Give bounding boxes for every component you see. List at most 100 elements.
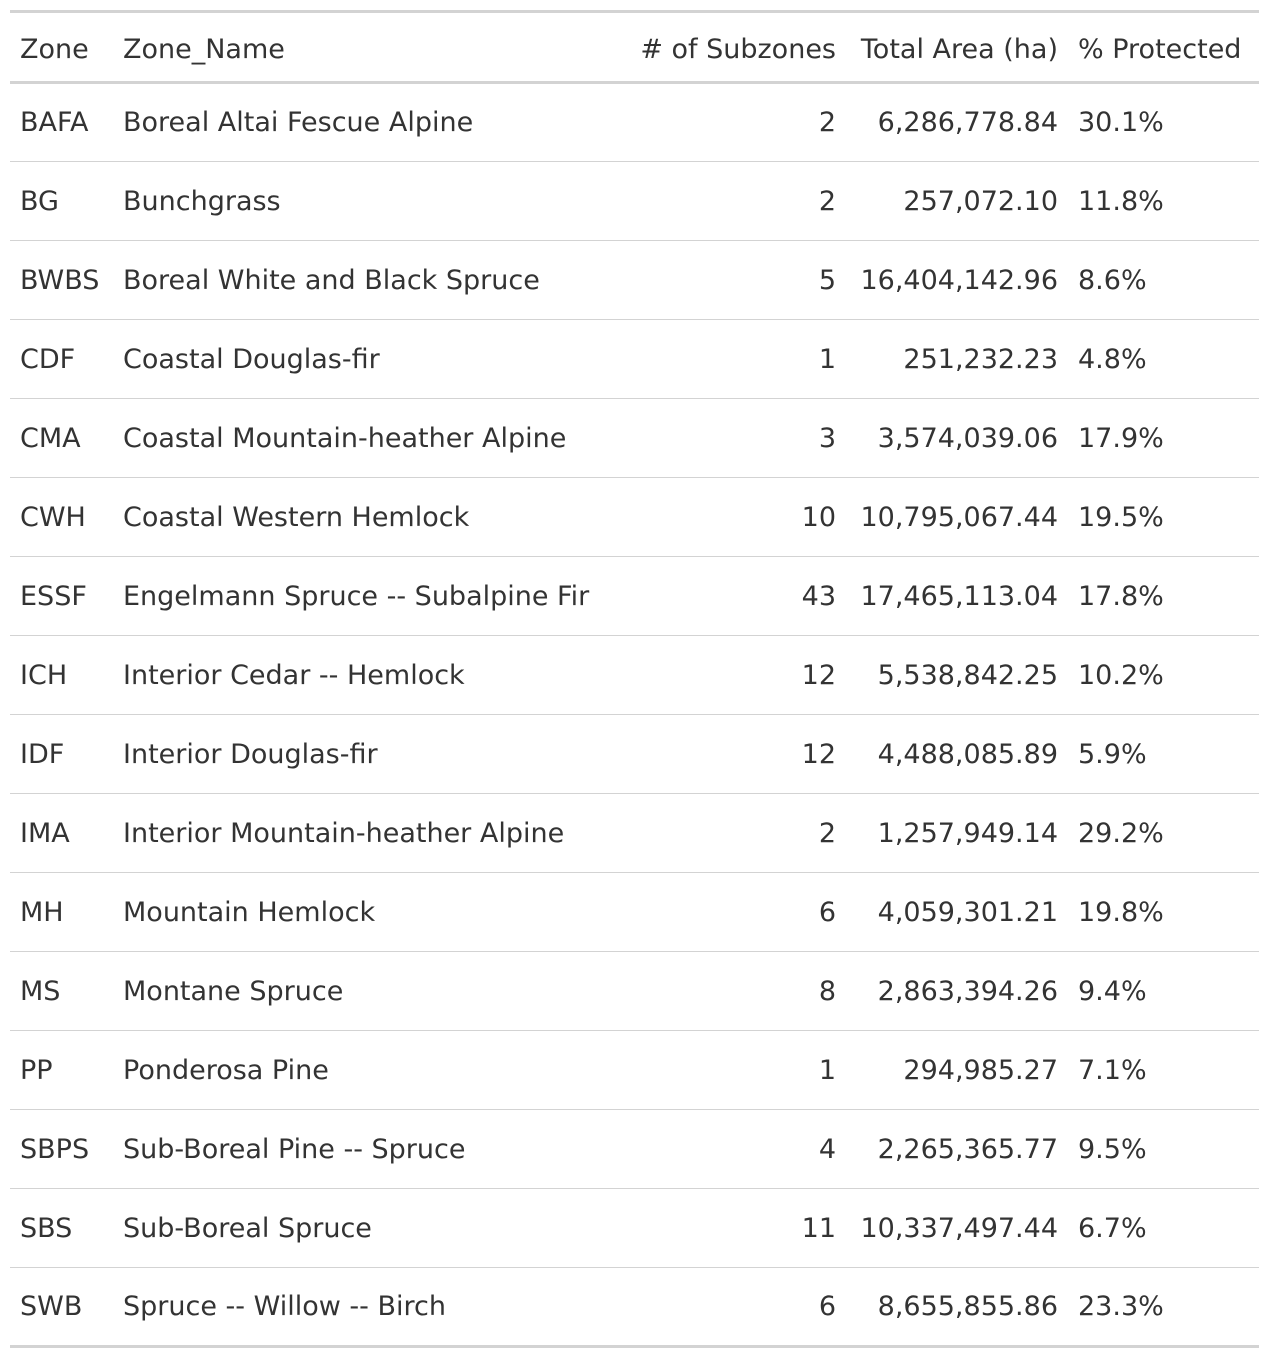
cell-total-area: 10,795,067.44: [846, 477, 1068, 557]
cell-zone-name: Mountain Hemlock: [113, 872, 623, 952]
table-row: SBPS Sub-Boreal Pine -- Spruce 4 2,265,365.…: [10, 1109, 1259, 1189]
cell-zone-name: Montane Spruce: [113, 951, 623, 1031]
cell-zone-name: Interior Cedar -- Hemlock: [113, 635, 623, 715]
cell-zone-name: Spruce -- Willow -- Birch: [123, 1291, 446, 1322]
cell-total-area: 251,232.23: [846, 319, 1068, 399]
header-subzones: # of Subzones: [623, 11, 846, 84]
cell-zone: SBPS: [10, 1109, 113, 1189]
table-row: PP Ponderosa Pine 1 294,985.27 7.1%: [10, 1030, 1259, 1110]
table-row: MH Mountain Hemlock 6 4,059,301.21 19.8%: [10, 872, 1259, 952]
cell-subzones: 4: [623, 1109, 846, 1189]
header-total-area: Total Area (ha): [846, 11, 1068, 84]
cell-protected: 19.8%: [1068, 872, 1259, 952]
cell-zone: PP: [10, 1030, 113, 1110]
cell-zone: BAFA: [10, 82, 113, 162]
cell-zone: CDF: [10, 319, 113, 399]
cell-subzones: 12: [623, 714, 846, 794]
table-row: SWB Spruce -- Willow -- Birch 6 8,655,855.8…: [10, 1268, 1259, 1347]
cell-zone-name: Interior Mountain-heather Alpine: [113, 793, 623, 873]
table-header: Zone Zone_Name # of Subzones Total Area …: [10, 11, 1259, 84]
header-zone: Zone: [10, 11, 113, 84]
table-row: IMA Interior Mountain-heather Alpine 2 1,25…: [10, 793, 1259, 873]
cell-subzones: 3: [623, 398, 846, 478]
cell-protected: 19.5%: [1068, 477, 1259, 557]
cell-zone-name: Bunchgrass: [113, 161, 623, 241]
cell-zone: MS: [10, 951, 113, 1031]
cell-protected: 17.9%: [1068, 398, 1259, 478]
table-row: IDF Interior Douglas-fir 12 4,488,085.89 5.9…: [10, 714, 1259, 794]
cell-zone-name: Coastal Western Hemlock: [113, 477, 623, 557]
cell-zone: SBS: [10, 1188, 113, 1268]
cell-zone-name: Interior Douglas-fir: [113, 714, 623, 794]
cell-subzones: 43: [623, 556, 846, 636]
cell-protected: 9.5%: [1068, 1109, 1259, 1189]
cell-subzones: 6: [818, 1291, 836, 1322]
cell-subzones: 1: [623, 319, 846, 399]
cell-zone: IMA: [10, 793, 113, 873]
cell-protected: 4.8%: [1068, 319, 1259, 399]
header-zone-name: Zone_Name: [113, 11, 623, 84]
bec-zone-table-container: Zone Zone_Name # of Subzones Total Area …: [10, 10, 1259, 1348]
cell-subzones: 8: [623, 951, 846, 1031]
cell-total-area: 2,265,365.77: [846, 1109, 1068, 1189]
cell-total-area: 4,488,085.89: [846, 714, 1068, 794]
cell-zone: ESSF: [10, 556, 113, 636]
cell-subzones: 6: [623, 872, 846, 952]
cell-subzones: 12: [623, 635, 846, 715]
cell-protected: 11.8%: [1068, 161, 1259, 241]
cell-subzones: 2: [623, 793, 846, 873]
cell-zone: SWB: [20, 1291, 83, 1322]
cell-subzones: 10: [623, 477, 846, 557]
cell-protected: 9.4%: [1068, 951, 1259, 1031]
cell-total-area: 3,574,039.06: [846, 398, 1068, 478]
cell-zone-name: Coastal Mountain-heather Alpine: [113, 398, 623, 478]
cell-protected: 7.1%: [1068, 1030, 1259, 1110]
header-protected: % Protected: [1068, 11, 1259, 84]
cell-zone-name: Sub-Boreal Spruce: [113, 1188, 623, 1268]
table-row: CMA Coastal Mountain-heather Alpine 3 3,574…: [10, 398, 1259, 478]
cell-total-area: 4,059,301.21: [846, 872, 1068, 952]
cell-total-area: 257,072.10: [846, 161, 1068, 241]
cell-total-area: 16,404,142.96: [846, 240, 1068, 320]
cell-total-area: 10,337,497.44: [846, 1188, 1068, 1268]
cell-protected: 23.3%: [1078, 1291, 1164, 1322]
cell-zone-name: Engelmann Spruce -- Subalpine Fir: [113, 556, 623, 636]
cell-zone: BWBS: [10, 240, 113, 320]
table-body: BAFA Boreal Altai Fescue Alpine 2 6,286,778…: [10, 82, 1259, 1347]
cell-protected: 6.7%: [1068, 1188, 1259, 1268]
table-row: BWBS Boreal White and Black Spruce 5 16,404…: [10, 240, 1259, 320]
cell-zone-name: Ponderosa Pine: [113, 1030, 623, 1110]
table-row: MS Montane Spruce 8 2,863,394.26 9.4%: [10, 951, 1259, 1031]
table-row: BG Bunchgrass 2 257,072.10 11.8%: [10, 161, 1259, 241]
cell-subzones: 11: [623, 1188, 846, 1268]
cell-total-area: 8,655,855.86: [877, 1291, 1058, 1322]
cell-zone: IDF: [10, 714, 113, 794]
cell-zone-name: Coastal Douglas-fir: [113, 319, 623, 399]
cell-total-area: 6,286,778.84: [846, 82, 1068, 162]
cell-zone-name: Boreal Altai Fescue Alpine: [113, 82, 623, 162]
cell-protected: 29.2%: [1068, 793, 1259, 873]
cell-protected: 8.6%: [1068, 240, 1259, 320]
cell-total-area: 2,863,394.26: [846, 951, 1068, 1031]
table-row: CWH Coastal Western Hemlock 10 10,795,067.4…: [10, 477, 1259, 557]
cell-zone: CMA: [10, 398, 113, 478]
cell-zone: CWH: [10, 477, 113, 557]
cell-zone: BG: [10, 161, 113, 241]
cell-zone-name: Boreal White and Black Spruce: [113, 240, 623, 320]
cell-subzones: 2: [623, 161, 846, 241]
table-row: ICH Interior Cedar -- Hemlock 12 5,538,842.…: [10, 635, 1259, 715]
cell-total-area: 1,257,949.14: [846, 793, 1068, 873]
table-row: SBS Sub-Boreal Spruce 11 10,337,497.44 6.7%: [10, 1188, 1259, 1268]
cell-protected: 10.2%: [1068, 635, 1259, 715]
cell-subzones: 2: [623, 82, 846, 162]
table-row: ESSF Engelmann Spruce -- Subalpine Fir 43 1…: [10, 556, 1259, 636]
bec-zone-table: Zone Zone_Name # of Subzones Total Area …: [10, 10, 1259, 1348]
cell-total-area: 5,538,842.25: [846, 635, 1068, 715]
cell-zone: ICH: [10, 635, 113, 715]
table-row: BAFA Boreal Altai Fescue Alpine 2 6,286,778…: [10, 82, 1259, 162]
cell-subzones: 5: [623, 240, 846, 320]
cell-total-area: 17,465,113.04: [846, 556, 1068, 636]
header-row: Zone Zone_Name # of Subzones Total Area …: [10, 11, 1259, 84]
cell-protected: 30.1%: [1068, 82, 1259, 162]
cell-zone-name: Sub-Boreal Pine -- Spruce: [113, 1109, 623, 1189]
